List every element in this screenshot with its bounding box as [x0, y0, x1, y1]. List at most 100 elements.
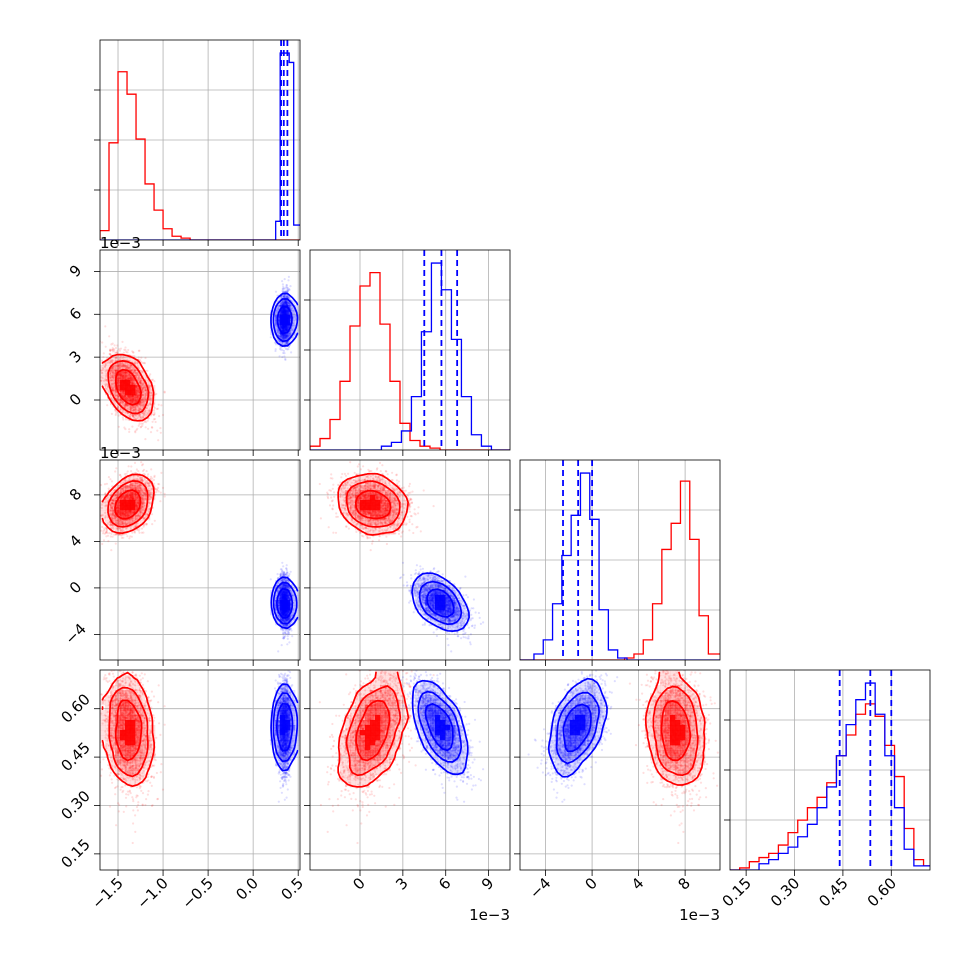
sample-point	[110, 379, 113, 382]
sample-point	[145, 421, 148, 424]
sample-point	[138, 414, 141, 417]
sample-point	[112, 378, 115, 381]
sample-point	[151, 420, 154, 423]
sample-point	[279, 348, 282, 351]
sample-point	[148, 410, 151, 413]
sample-point	[117, 414, 120, 417]
density-cell	[130, 405, 136, 411]
density-cell	[140, 385, 146, 391]
sample-point	[138, 422, 141, 426]
sample-point	[111, 376, 114, 379]
sample-point	[117, 365, 121, 368]
sample-point	[111, 371, 114, 374]
sample-point	[147, 473, 150, 476]
sample-point	[139, 404, 143, 407]
sample-point	[278, 332, 281, 335]
sample-point	[118, 408, 122, 411]
sample-point	[144, 394, 147, 397]
sample-point	[108, 372, 112, 375]
sample-point	[111, 342, 114, 345]
sample-point	[103, 365, 106, 368]
sample-point	[163, 390, 166, 393]
sample-point	[109, 348, 112, 351]
sample-point	[117, 395, 120, 398]
sample-point	[136, 373, 139, 376]
sample-point	[110, 368, 113, 371]
sample-point	[112, 376, 115, 380]
density-cell	[120, 385, 126, 391]
red-contour	[114, 368, 142, 406]
sample-point	[140, 403, 143, 406]
sample-point	[118, 364, 121, 367]
sample-point	[150, 398, 153, 401]
sample-point	[145, 389, 148, 392]
sample-point	[150, 379, 153, 382]
sample-point	[134, 406, 137, 409]
sample-point	[110, 382, 114, 385]
sample-point	[155, 392, 158, 396]
sample-point	[118, 366, 121, 370]
sample-point	[126, 366, 130, 369]
sample-point	[117, 397, 120, 400]
density-cell	[130, 415, 136, 421]
sample-point	[105, 379, 108, 382]
sample-point	[278, 355, 281, 358]
sample-point	[119, 347, 123, 350]
density-cell	[125, 395, 131, 401]
sample-point	[117, 364, 120, 367]
density-cell	[145, 410, 151, 416]
sample-point	[113, 389, 116, 392]
sample-point	[142, 412, 145, 415]
sample-point	[285, 300, 288, 303]
density-cell	[140, 405, 146, 411]
density-cell	[130, 365, 136, 371]
sample-point	[108, 532, 111, 535]
sample-point	[146, 369, 149, 372]
sample-point	[133, 371, 136, 374]
sample-point	[141, 399, 145, 403]
sample-point	[125, 350, 128, 353]
sample-point	[118, 363, 121, 367]
sample-point	[90, 523, 92, 525]
sample-point	[136, 405, 139, 408]
sample-point	[114, 394, 117, 397]
sample-point	[287, 279, 290, 282]
sample-point	[111, 373, 114, 376]
sample-point	[119, 365, 122, 368]
sample-point	[127, 348, 130, 352]
sample-point	[84, 347, 86, 349]
sample-point	[142, 412, 145, 415]
sample-point	[98, 499, 100, 501]
sample-point	[148, 410, 151, 413]
sample-point	[143, 420, 146, 424]
sample-point	[131, 531, 134, 534]
sample-point	[111, 389, 114, 392]
sample-point	[141, 384, 144, 387]
sample-point	[130, 365, 133, 368]
sample-point	[291, 307, 294, 310]
sample-point	[127, 366, 130, 369]
sample-point	[281, 283, 284, 286]
sample-point	[110, 397, 113, 400]
sample-point	[120, 362, 123, 365]
sample-point	[131, 425, 134, 428]
sample-point	[137, 409, 141, 412]
sample-point	[113, 364, 116, 368]
density-cell	[130, 370, 136, 376]
sample-point	[132, 415, 135, 418]
sample-point	[110, 369, 114, 372]
sample-point	[143, 403, 146, 406]
sample-point	[114, 357, 117, 360]
sample-point	[137, 377, 140, 380]
sample-point	[131, 350, 134, 353]
sample-point	[125, 367, 128, 370]
sample-point	[141, 396, 144, 399]
sample-point	[135, 376, 138, 379]
sample-point	[138, 407, 141, 410]
sample-point	[84, 523, 86, 525]
sample-point	[122, 400, 125, 403]
sample-point	[110, 359, 113, 363]
sample-point	[93, 347, 95, 349]
density-cell	[130, 400, 136, 406]
sample-point	[140, 383, 143, 386]
